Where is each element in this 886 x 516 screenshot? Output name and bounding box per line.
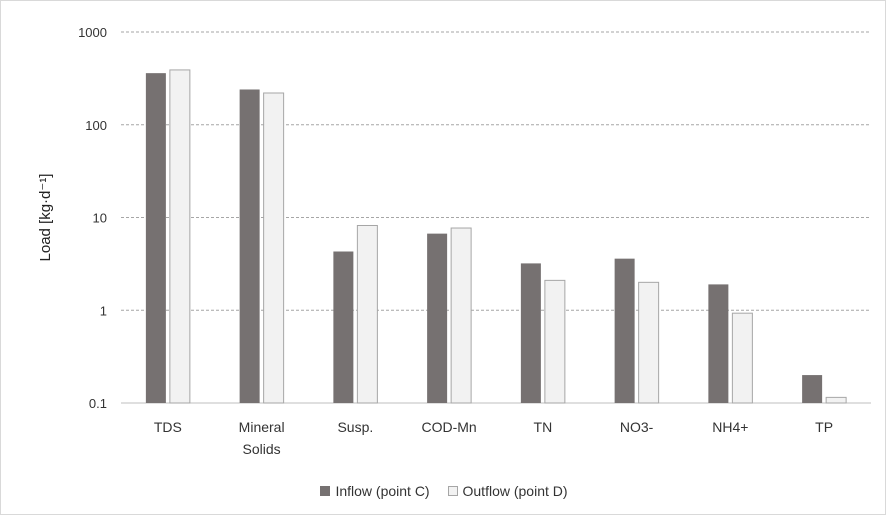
y-tick-label: 1000 <box>78 25 107 40</box>
bar-inflow <box>239 89 260 403</box>
bar-inflow <box>145 73 166 403</box>
y-tick-label: 1 <box>100 303 107 318</box>
bar-outflow <box>263 92 285 404</box>
bar-outflow <box>825 396 847 404</box>
bar-outflow <box>356 224 378 404</box>
bar-outflow <box>169 69 191 404</box>
x-tick-label: COD-Mn <box>422 419 477 435</box>
legend-label-inflow: Inflow (point C) <box>335 483 430 499</box>
bar-outflow <box>638 281 660 404</box>
bar-inflow <box>520 263 541 403</box>
legend: Inflow (point C) Outflow (point D) <box>1 483 886 499</box>
y-axis-title: Load [kg·d⁻¹] <box>37 174 54 262</box>
y-tick-label: 100 <box>85 118 107 133</box>
bar-inflow <box>427 233 448 403</box>
x-tick-label: NH4+ <box>712 419 748 435</box>
legend-swatch-inflow <box>320 486 331 496</box>
x-tick-label: Solids <box>243 441 281 457</box>
x-tick-label: TP <box>815 419 833 435</box>
legend-label-outflow: Outflow (point D) <box>462 483 568 499</box>
x-tick-label: TN <box>534 419 553 435</box>
x-tick-label: Susp. <box>337 419 373 435</box>
x-tick-label: NO3- <box>620 419 654 435</box>
x-tick-label: TDS <box>154 419 182 435</box>
y-tick-label: 0.1 <box>89 396 107 411</box>
bar-inflow <box>802 375 823 403</box>
x-tick-label: Mineral <box>239 419 285 435</box>
bar-inflow <box>333 251 354 403</box>
y-tick-label: 10 <box>93 211 107 226</box>
legend-item-outflow: Outflow (point D) <box>447 483 568 499</box>
bar-inflow <box>614 258 635 403</box>
legend-item-inflow: Inflow (point C) <box>320 483 430 499</box>
legend-swatch-outflow <box>447 486 458 496</box>
bar-outflow <box>544 279 566 404</box>
bar-outflow <box>450 227 472 404</box>
bar-inflow <box>708 284 729 403</box>
bar-outflow <box>731 312 753 404</box>
